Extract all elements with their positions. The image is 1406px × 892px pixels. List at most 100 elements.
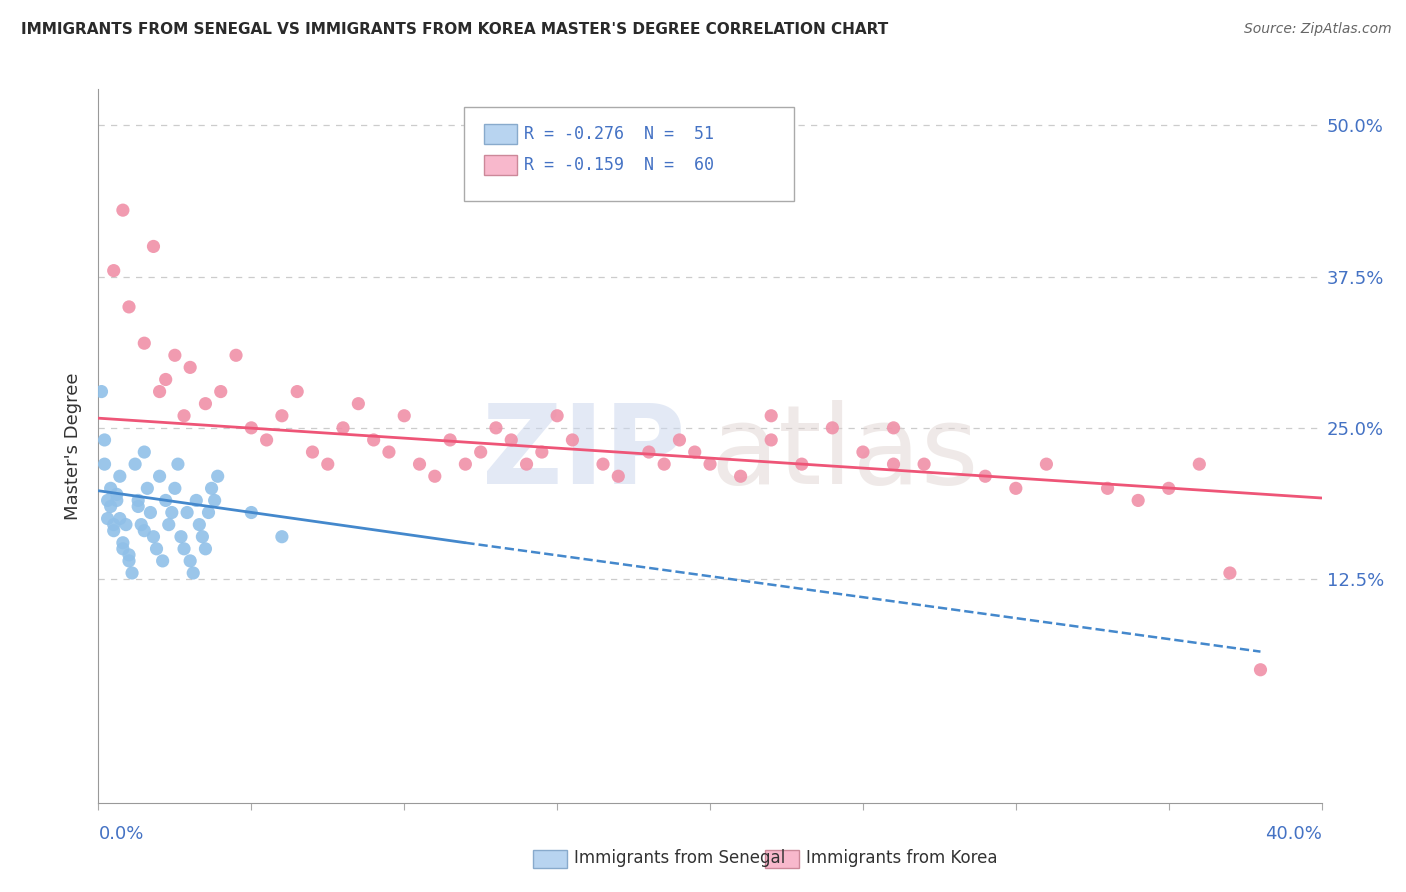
Point	[392, 409, 416, 423]
Point	[470, 445, 492, 459]
Point	[1035, 457, 1057, 471]
Point	[699, 457, 721, 471]
Point	[561, 433, 583, 447]
Point	[194, 397, 217, 411]
Point	[142, 239, 165, 253]
Point	[194, 541, 217, 556]
Point	[136, 481, 159, 495]
Point	[124, 457, 146, 471]
Point	[118, 548, 141, 562]
Point	[821, 421, 844, 435]
Point	[974, 469, 997, 483]
Point	[1157, 481, 1180, 495]
Point	[145, 541, 167, 556]
Point	[105, 493, 128, 508]
Point	[118, 554, 141, 568]
Point	[142, 530, 165, 544]
Point	[100, 481, 122, 495]
Point	[167, 457, 190, 471]
Point	[378, 445, 401, 459]
Point	[115, 517, 138, 532]
Point	[152, 554, 174, 568]
Point	[188, 517, 211, 532]
Text: Source: ZipAtlas.com: Source: ZipAtlas.com	[1244, 22, 1392, 37]
Point	[883, 421, 905, 435]
Point	[103, 263, 125, 277]
Point	[790, 457, 813, 471]
Point	[170, 530, 193, 544]
Point	[93, 457, 115, 471]
Point	[179, 360, 201, 375]
Point	[181, 566, 204, 580]
Point	[209, 384, 232, 399]
Point	[270, 409, 292, 423]
Point	[1004, 481, 1026, 495]
Text: 40.0%: 40.0%	[1265, 825, 1322, 843]
Y-axis label: Master's Degree: Master's Degree	[65, 372, 83, 520]
Point	[1128, 493, 1150, 508]
Point	[607, 469, 630, 483]
Point	[121, 566, 143, 580]
Point	[683, 445, 706, 459]
Point	[332, 421, 354, 435]
Point	[759, 433, 782, 447]
Point	[173, 409, 195, 423]
Point	[155, 493, 177, 508]
Point	[454, 457, 477, 471]
Point	[191, 530, 214, 544]
Point	[316, 457, 339, 471]
Point	[883, 457, 905, 471]
Point	[186, 493, 208, 508]
Text: R = -0.276  N =  51: R = -0.276 N = 51	[524, 125, 714, 143]
Point	[240, 421, 263, 435]
Text: IMMIGRANTS FROM SENEGAL VS IMMIGRANTS FROM KOREA MASTER'S DEGREE CORRELATION CHA: IMMIGRANTS FROM SENEGAL VS IMMIGRANTS FR…	[21, 22, 889, 37]
Point	[225, 348, 247, 362]
Text: atlas: atlas	[710, 400, 979, 507]
Point	[730, 469, 752, 483]
Point	[285, 384, 308, 399]
Point	[652, 457, 675, 471]
Point	[759, 409, 782, 423]
Point	[501, 433, 523, 447]
Point	[173, 541, 195, 556]
Point	[134, 445, 156, 459]
Point	[149, 469, 172, 483]
Point	[97, 511, 120, 525]
Point	[139, 506, 162, 520]
Point	[90, 384, 112, 399]
Point	[852, 445, 875, 459]
Point	[127, 500, 149, 514]
Point	[347, 397, 370, 411]
Point	[93, 433, 115, 447]
Point	[1188, 457, 1211, 471]
Point	[240, 506, 263, 520]
Point	[270, 530, 292, 544]
Point	[439, 433, 461, 447]
Text: 0.0%: 0.0%	[98, 825, 143, 843]
Point	[163, 481, 186, 495]
Point	[155, 372, 177, 386]
Point	[200, 481, 222, 495]
Point	[127, 493, 149, 508]
Point	[100, 500, 122, 514]
Point	[301, 445, 323, 459]
Text: R = -0.159  N =  60: R = -0.159 N = 60	[524, 156, 714, 174]
Text: ZIP: ZIP	[482, 400, 686, 507]
Point	[912, 457, 935, 471]
Point	[1219, 566, 1241, 580]
Point	[105, 487, 128, 501]
Point	[97, 493, 120, 508]
Point	[129, 517, 152, 532]
Point	[103, 524, 125, 538]
Point	[179, 554, 201, 568]
Point	[176, 506, 198, 520]
Point	[160, 506, 183, 520]
Point	[134, 336, 156, 351]
Point	[668, 433, 690, 447]
Point	[423, 469, 446, 483]
Point	[363, 433, 385, 447]
Point	[111, 541, 134, 556]
Point	[204, 493, 226, 508]
Point	[134, 524, 156, 538]
Point	[485, 421, 508, 435]
